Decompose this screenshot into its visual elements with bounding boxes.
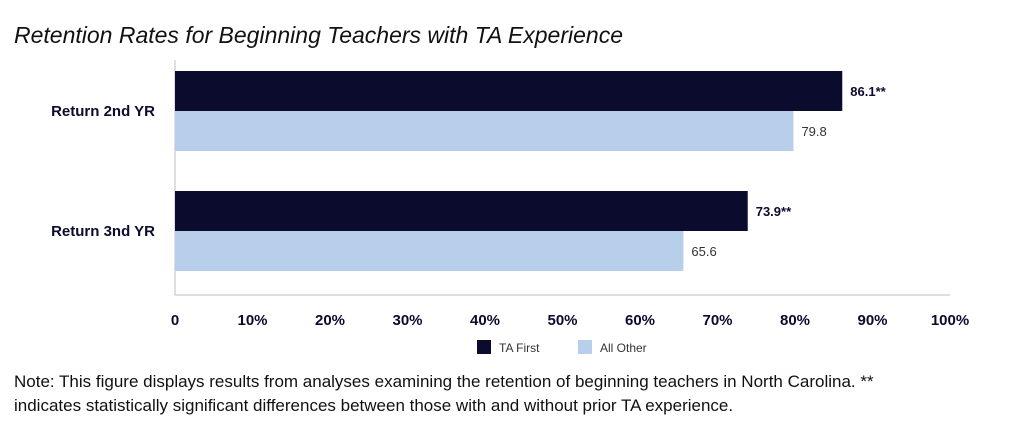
bar-all-other-2 [175,231,684,271]
x-tick-label: 40% [470,312,500,329]
data-label: 79.8 [801,124,826,139]
x-tick-label: 80% [780,312,810,329]
data-label: 86.1** [850,84,886,99]
figure-note: Note: This figure displays results from … [14,370,1014,418]
bar-ta-first-2 [175,191,748,231]
data-label: 73.9** [756,204,792,219]
legend-swatch-ta-first [477,340,491,354]
legend-swatch-all-other [578,340,592,354]
retention-bar-chart: 86.1** 79.8 Return 2nd YR 73.9** 65.6 Return … [51,60,969,355]
x-tick-label: 20% [315,312,345,329]
x-tick-label: 50% [547,312,577,329]
note-line-2: indicates statistically significant diff… [14,396,734,415]
x-tick-label: 100% [931,312,969,329]
bar-ta-first-1 [175,71,843,111]
category-label: Return 2nd YR [51,103,155,120]
x-tick-label: 70% [702,312,732,329]
data-label: 65.6 [691,244,716,259]
chart-title: Retention Rates for Beginning Teachers w… [14,22,623,48]
note-line-1: Note: This figure displays results from … [14,372,874,391]
x-tick-label: 30% [392,312,422,329]
category-label: Return 3nd YR [51,223,155,240]
legend-label: TA First [499,341,540,355]
bar-all-other-1 [175,111,794,151]
x-tick-label: 10% [237,312,267,329]
x-tick-label: 60% [625,312,655,329]
x-tick-label: 0 [171,312,179,329]
legend-label: All Other [600,341,647,355]
x-tick-label: 90% [857,312,887,329]
